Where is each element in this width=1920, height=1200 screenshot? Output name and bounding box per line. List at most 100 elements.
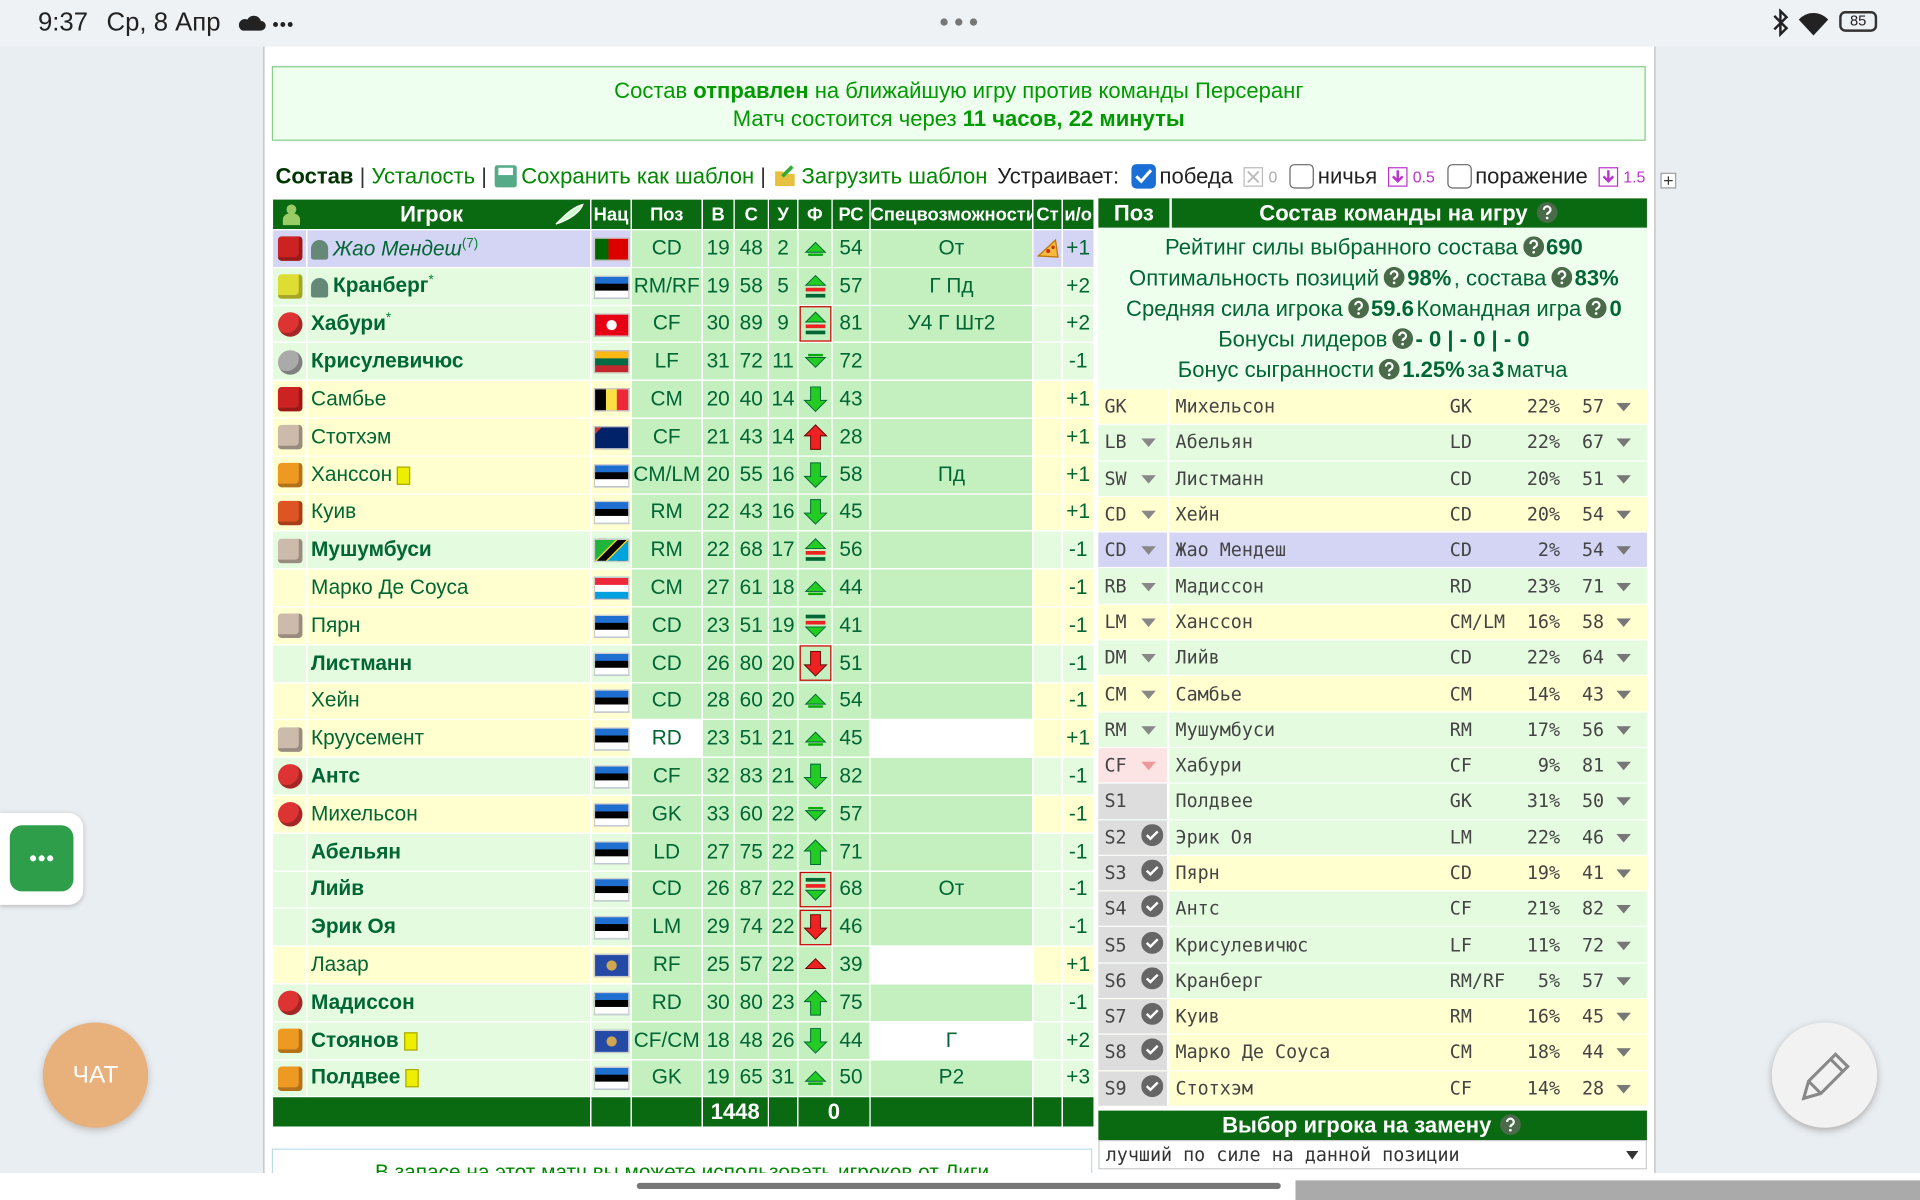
pos-dropdown[interactable] [1141, 719, 1156, 741]
lineup-row[interactable]: S7 Куив RM 16% 45 [1098, 999, 1647, 1036]
player-name[interactable]: Полдвее [311, 1065, 401, 1090]
player-row[interactable]: Антс CF 32 83 21 82 -1 [271, 756, 1095, 796]
lineup-row[interactable]: DM Лийв CD 22% 64 [1098, 640, 1647, 677]
row-dropdown[interactable] [1616, 1077, 1632, 1099]
pos-dropdown[interactable] [1141, 432, 1156, 454]
player-name[interactable]: Хабури [311, 312, 386, 336]
tab-link[interactable]: Усталость [371, 163, 476, 188]
player-name[interactable]: Самбье [311, 387, 387, 411]
lineup-row[interactable]: LB Абельян LD 22% 67 [1098, 425, 1647, 462]
chat-button[interactable]: ЧАТ [42, 1022, 149, 1128]
player-row[interactable]: Стотхэм CF 21 43 14 28 +1 [271, 417, 1095, 457]
pos-dropdown[interactable] [1141, 539, 1156, 561]
player-name[interactable]: Жао Мендеш [333, 236, 462, 260]
lineup-row[interactable]: S1 Полдвее GK 31% 50 [1098, 783, 1647, 820]
player-name[interactable]: Листманн [311, 651, 413, 675]
tab-active[interactable]: Состав [275, 163, 354, 188]
player-name[interactable]: Куив [311, 500, 357, 524]
lineup-row[interactable]: LM Ханссон CM/LM 16% 58 [1098, 604, 1647, 641]
checkbox[interactable] [1447, 164, 1472, 189]
pos-dropdown[interactable] [1141, 754, 1156, 776]
player-name[interactable]: Мадиссон [311, 990, 415, 1014]
lineup-row[interactable]: S5 Крисулевичюс LF 11% 72 [1098, 927, 1647, 964]
player-row[interactable]: Мадиссон RD 30 80 23 75 -1 [271, 983, 1095, 1023]
row-dropdown[interactable] [1616, 826, 1632, 848]
pos-dropdown[interactable] [1141, 683, 1156, 705]
row-dropdown[interactable] [1616, 432, 1632, 454]
player-row[interactable]: Михельсон GK 33 60 22 57 -1 [271, 794, 1095, 834]
player-row[interactable]: Пярн CD 23 51 19 41 -1 [271, 606, 1095, 646]
lineup-row[interactable]: CF Хабури CF 9% 81 [1098, 748, 1647, 784]
player-row[interactable]: Самбье CM 20 40 14 43 +1 [271, 379, 1095, 419]
player-name[interactable]: Круусемент [311, 726, 424, 750]
row-dropdown[interactable] [1616, 970, 1632, 992]
player-name[interactable]: Пярн [311, 613, 361, 637]
row-dropdown[interactable] [1616, 503, 1632, 525]
row-dropdown[interactable] [1616, 790, 1632, 812]
pos-dropdown[interactable] [1141, 503, 1156, 525]
lineup-row[interactable]: RB Мадиссон RD 23% 71 [1098, 568, 1647, 605]
player-name[interactable]: Михельсон [311, 801, 418, 826]
player-row[interactable]: Ханссон CM/LM 20 55 16 58 Пд +1 [271, 455, 1095, 495]
player-row[interactable]: Абельян LD 27 75 22 71 -1 [271, 832, 1095, 872]
player-row[interactable]: Эрик Оя LM 29 74 22 46 -1 [271, 907, 1095, 947]
row-dropdown[interactable] [1616, 396, 1632, 418]
row-dropdown[interactable] [1616, 611, 1632, 633]
checkbox[interactable] [1289, 164, 1315, 189]
player-name[interactable]: Лийв [311, 877, 365, 901]
lineup-row[interactable]: RM Мушумбуси RM 17% 56 [1098, 712, 1647, 749]
row-dropdown[interactable] [1616, 647, 1632, 669]
player-row[interactable]: Круусемент RD 23 51 21 45 +1 [271, 719, 1095, 759]
pos-dropdown[interactable] [1141, 575, 1156, 597]
player-name[interactable]: Абельян [311, 839, 401, 863]
row-dropdown[interactable] [1616, 862, 1632, 884]
row-dropdown[interactable] [1616, 467, 1632, 489]
player-row[interactable]: Хабури* CF 30 89 9 81 У4 Г Шт2 +2 [271, 304, 1095, 344]
row-dropdown[interactable] [1616, 575, 1632, 597]
pos-dropdown[interactable] [1141, 467, 1156, 489]
player-row[interactable]: Листманн CD 26 80 20 51 -1 [271, 643, 1095, 683]
player-name[interactable]: Антс [311, 764, 361, 788]
player-name[interactable]: Стотхэм [311, 424, 392, 449]
player-name[interactable]: Крисулевичюс [311, 349, 464, 373]
menu-button[interactable] [9, 825, 74, 892]
lineup-row[interactable]: CD Жао Мендеш CD 2% 54 [1098, 532, 1647, 569]
player-name[interactable]: Кранберг [333, 274, 429, 298]
pos-dropdown[interactable] [1141, 611, 1156, 633]
lineup-row[interactable]: S3 Пярн CD 19% 41 [1098, 855, 1647, 892]
row-dropdown[interactable] [1616, 898, 1632, 920]
lineup-row[interactable]: S4 Антс CF 21% 82 [1098, 891, 1647, 928]
player-row[interactable]: Крисулевичюс LF 31 72 11 72 -1 [271, 342, 1095, 382]
player-row[interactable]: Куив RM 22 43 16 45 +1 [271, 492, 1095, 532]
row-dropdown[interactable] [1616, 719, 1632, 741]
lineup-row[interactable]: SW Листманн CD 20% 51 [1098, 461, 1647, 498]
checkbox[interactable] [1131, 164, 1156, 189]
player-row[interactable]: Жао Мендеш(7) CD 19 48 2 54 От +1 [271, 228, 1095, 268]
lineup-row[interactable]: S8 Марко Де Соуса CM 18% 44 [1098, 1035, 1647, 1071]
row-dropdown[interactable] [1616, 539, 1632, 561]
player-name[interactable]: Ханссон [311, 462, 393, 486]
substitute-select[interactable]: лучший по силе на данной позиции [1098, 1139, 1647, 1170]
pos-dropdown[interactable] [1141, 647, 1156, 669]
player-name[interactable]: Мушумбуси [311, 537, 432, 562]
row-dropdown[interactable] [1616, 1041, 1632, 1063]
player-row[interactable]: Кранберг* RM/RF 19 58 5 57 Г Пд +2 [271, 266, 1095, 306]
row-dropdown[interactable] [1616, 683, 1632, 705]
player-name[interactable]: Стоянов [311, 1028, 399, 1052]
load-template[interactable]: Загрузить шаблон [801, 163, 988, 188]
player-row[interactable]: Полдвее GK 19 65 31 50 Р2 +3 [271, 1058, 1095, 1098]
player-name[interactable]: Эрик Оя [311, 914, 396, 939]
lineup-row[interactable]: CM Самбье CM 14% 43 [1098, 676, 1647, 713]
lineup-row[interactable]: CD Хейн CD 20% 54 [1098, 497, 1647, 533]
player-name[interactable]: Хейн [311, 688, 360, 712]
row-dropdown[interactable] [1616, 934, 1632, 956]
player-name[interactable]: Марко Де Соуса [311, 575, 469, 599]
player-name[interactable]: Лазар [311, 952, 369, 976]
player-row[interactable]: Марко Де Соуса CM 27 61 18 44 -1 [271, 568, 1095, 608]
row-dropdown[interactable] [1616, 754, 1632, 776]
lineup-row[interactable]: GK Михельсон GK 22% 57 [1098, 389, 1647, 426]
row-dropdown[interactable] [1616, 1006, 1632, 1028]
player-row[interactable]: Стоянов CF/CM 18 48 26 44 Г +2 [271, 1020, 1095, 1060]
player-row[interactable]: Лазар RF 25 57 22 39 +1 [271, 945, 1095, 985]
lineup-row[interactable]: S9 Стотхэм CF 14% 28 [1098, 1070, 1647, 1107]
